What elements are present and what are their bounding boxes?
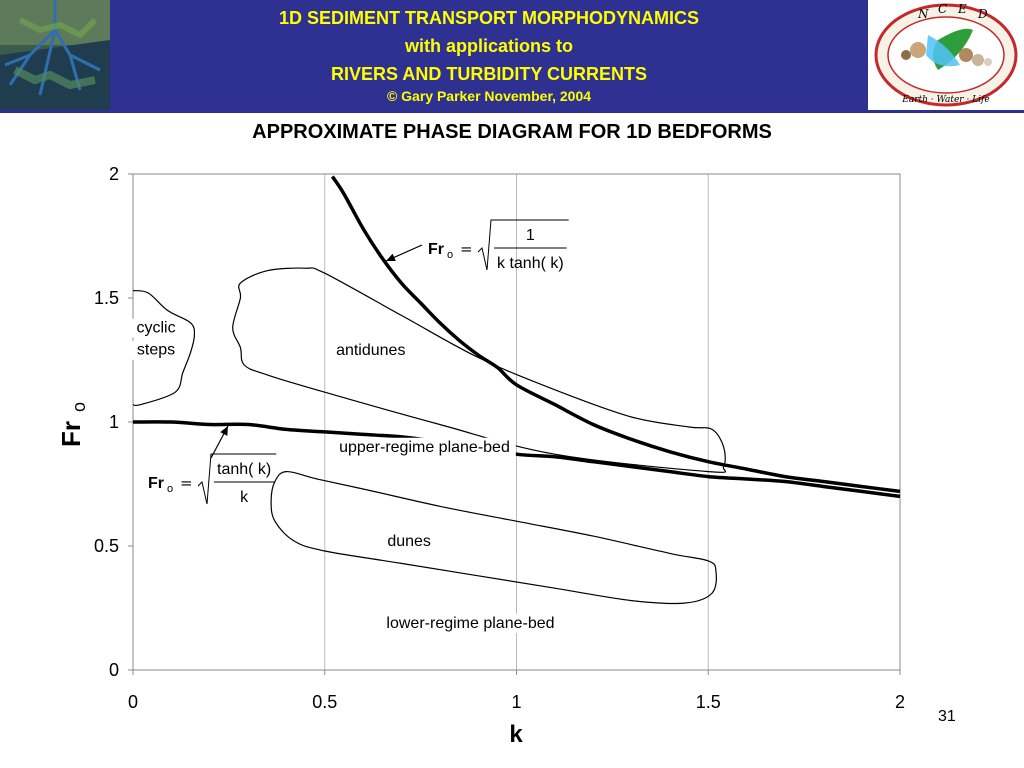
- axis-ticks: 0 0.5 1 1.5 2 0 0.5 1 1.5 2: [94, 164, 905, 712]
- banner-line-2: with applications to: [404, 36, 573, 56]
- banner-line-1: 1D SEDIMENT TRANSPORT MORPHODYNAMICS: [278, 8, 700, 28]
- label-backing: [333, 437, 516, 457]
- label-backing: [380, 613, 561, 633]
- formula-arrow: [385, 244, 423, 262]
- header-rule: [0, 110, 1024, 113]
- sqrt-sign: [197, 453, 277, 505]
- x-tick-label: 2: [895, 692, 905, 712]
- froude-curves: [132, 175, 901, 499]
- label-backing: [381, 532, 437, 551]
- grid-lines: [324, 174, 709, 670]
- y-tick-label: 2: [109, 164, 119, 184]
- nced-logo: N C E D Earth · Water · Life: [874, 2, 1018, 107]
- formula-denominator: k: [240, 489, 249, 506]
- banner-line-3: RIVERS AND TURBIDITY CURRENTS: [330, 64, 648, 84]
- regime-labels: cyclic steps antidunes upper-regime plane-b…: [130, 318, 561, 633]
- y-tick-label: 1.5: [94, 288, 119, 308]
- banner-copyright: © Gary Parker November, 2004: [386, 88, 592, 104]
- antidunes-outline: [232, 267, 727, 473]
- dunes-label: dunes: [387, 533, 431, 550]
- y-axis-label-main: Fr: [56, 421, 86, 447]
- formula-numerator: tanh( k): [217, 461, 271, 478]
- antidunes-label: antidunes: [336, 342, 405, 359]
- slide-number: 31: [938, 708, 956, 725]
- upper-curve-formula: Fr o = 1 k tanh( k): [385, 219, 569, 272]
- label-backing: [130, 318, 182, 338]
- formula-numerator: 1: [526, 227, 535, 244]
- upper-regime-plane-bed-label: upper-regime plane-bed: [339, 439, 510, 456]
- x-tick-label: 1.5: [696, 692, 721, 712]
- label-backing: [330, 341, 412, 361]
- formula-lhs: Fr: [148, 475, 164, 492]
- y-axis-label: Fr o: [56, 402, 89, 447]
- cyclic-steps-outline: [132, 290, 196, 407]
- x-tick-label: 1: [511, 692, 521, 712]
- slide-header: 1D SEDIMENT TRANSPORT MORPHODYNAMICS wit…: [0, 0, 1024, 113]
- logo-letter-e: E: [957, 2, 967, 16]
- y-tick-label: 1: [109, 412, 119, 432]
- logo-motto: Earth · Water · Life: [901, 95, 989, 105]
- logo-letter-c: C: [938, 2, 947, 16]
- formula-denominator: k tanh( k): [497, 255, 564, 272]
- formula-equals: =: [180, 474, 193, 492]
- formula-lhs: Fr: [428, 241, 444, 258]
- x-tick-label: 0: [128, 692, 138, 712]
- lower-curve-formula: Fr o = tanh( k) k: [148, 425, 277, 506]
- label-backing: [130, 340, 182, 360]
- cyclic-steps-label: steps: [137, 342, 175, 359]
- logo-letter-d: D: [977, 7, 988, 21]
- formula-arrow: [210, 425, 229, 459]
- formula-equals: =: [460, 240, 473, 258]
- dunes-outline: [270, 470, 717, 605]
- lower-froude-curve: [132, 420, 901, 499]
- x-axis-label: k: [509, 721, 523, 748]
- logo-letter-n: N: [917, 7, 929, 21]
- sqrt-sign: [477, 219, 569, 271]
- title-banner: 1D SEDIMENT TRANSPORT MORPHODYNAMICS wit…: [110, 0, 868, 110]
- formula-subscript: o: [447, 249, 453, 261]
- x-tick-label: 0.5: [312, 692, 337, 712]
- upper-froude-curve: [330, 175, 901, 494]
- formula-subscript: o: [167, 483, 173, 495]
- chart-title: APPROXIMATE PHASE DIAGRAM FOR 1D BEDFORM…: [252, 121, 772, 143]
- lower-regime-plane-bed-label: lower-regime plane-bed: [386, 615, 554, 632]
- y-axis-label-subscript: o: [69, 402, 89, 412]
- cyclic-steps-label: cyclic: [136, 320, 175, 337]
- y-tick-label: 0.5: [94, 536, 119, 556]
- curve-formulas: Fr o =1k tanh( k)Fr o =tanh( k)k: [148, 219, 569, 506]
- regime-outlines: [132, 267, 727, 605]
- y-tick-label: 0: [109, 660, 119, 680]
- delta-satellite-image: [0, 0, 110, 110]
